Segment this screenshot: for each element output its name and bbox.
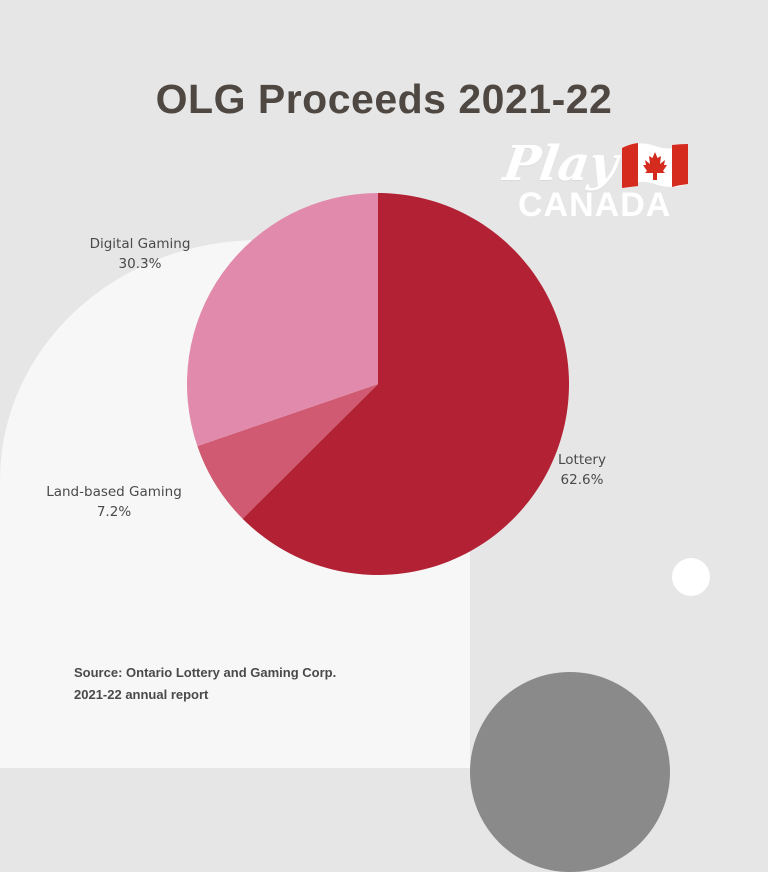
slice-value: 7.2%: [96, 504, 132, 520]
slice-value: 30.3%: [118, 256, 162, 272]
chart-title: OLG Proceeds 2021-22: [155, 76, 613, 122]
source-note: Source: Ontario Lottery and Gaming Corp.…: [74, 662, 336, 706]
pie-slice-digital-gaming: [186, 193, 378, 447]
slice-name: Lottery: [558, 452, 606, 468]
slice-label-land-based-gaming: Land-based Gaming 7.2%: [24, 482, 204, 522]
slice-label-digital-gaming: Digital Gaming 30.3%: [70, 234, 210, 274]
logo-canada-text: CANADA: [518, 186, 672, 224]
slice-value: 62.6%: [560, 472, 604, 488]
slice-label-lottery: Lottery 62.6%: [522, 450, 642, 490]
source-line-1: Source: Ontario Lottery and Gaming Corp.: [74, 665, 337, 680]
pie-slice-land-based-gaming: [197, 384, 378, 519]
canada-flag-icon: [622, 143, 688, 188]
play-canada-logo: Play CANADA: [500, 134, 700, 226]
slice-name: Digital Gaming: [89, 236, 191, 252]
decorative-dot: [672, 558, 710, 596]
source-line-2: 2021-22 annual report: [74, 687, 209, 702]
slice-name: Land-based Gaming: [46, 484, 182, 500]
pie-slice-lottery: [242, 193, 570, 576]
pie-chart: [186, 193, 570, 576]
